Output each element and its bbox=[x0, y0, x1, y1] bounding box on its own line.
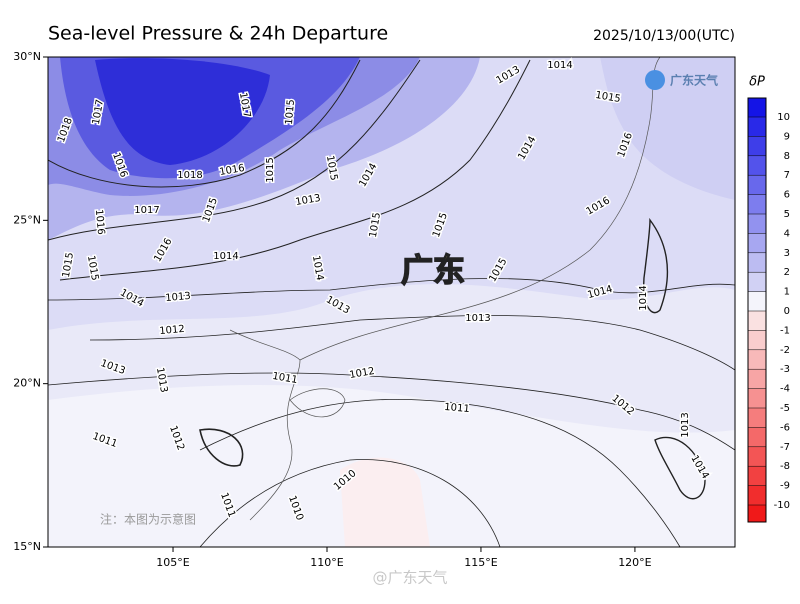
colorbar-tick-label: -8 bbox=[780, 461, 790, 472]
contours bbox=[48, 59, 735, 547]
colorbar-swatch bbox=[748, 427, 766, 447]
map-frame bbox=[47, 56, 736, 548]
contour-label: 1014 bbox=[213, 251, 238, 262]
colorbar-tick-label: 2 bbox=[784, 267, 790, 278]
colorbar-swatch bbox=[748, 155, 766, 176]
contour-label: 1014 bbox=[638, 285, 649, 310]
watermark: @广东天气 bbox=[372, 569, 447, 587]
contour-label: 1012 bbox=[159, 324, 185, 337]
colorbar-swatch bbox=[748, 233, 766, 253]
contour-label: 1013 bbox=[165, 291, 191, 304]
colorbar-swatch bbox=[748, 446, 766, 467]
contour-label: 1014 bbox=[547, 60, 572, 71]
colorbar-swatch bbox=[748, 291, 766, 311]
colorbar-tick-label: 1 bbox=[784, 287, 790, 298]
colorbar-tick-label: -7 bbox=[780, 442, 790, 453]
colorbar-tick-label: 7 bbox=[784, 170, 790, 181]
colorbar-tick-label: 3 bbox=[784, 248, 790, 259]
logo: 广东天气 bbox=[670, 73, 718, 88]
colorbar-tick-label: 6 bbox=[784, 190, 790, 201]
colorbar-swatch bbox=[748, 485, 766, 505]
colorbar-title: δP bbox=[749, 75, 765, 90]
colorbar-tick-label: -4 bbox=[780, 384, 790, 395]
note: 注：本图为示意图 bbox=[100, 512, 196, 527]
colorbar-swatch bbox=[748, 98, 766, 117]
title: Sea-level Pressure & 24h Departure bbox=[48, 23, 388, 45]
contour-label: 1017 bbox=[134, 205, 159, 216]
colorbar-tick-label: -6 bbox=[780, 422, 790, 433]
colorbar-swatch bbox=[748, 272, 766, 292]
colorbar-swatch bbox=[748, 214, 766, 234]
contour-label: 1013 bbox=[680, 412, 691, 437]
contour-label: 1011 bbox=[444, 402, 470, 415]
colorbar-tick-label: -9 bbox=[780, 481, 790, 492]
lat-tick-label: 20°N bbox=[13, 377, 41, 390]
colorbar-frame bbox=[747, 97, 767, 523]
lat-tick-label: 15°N bbox=[13, 540, 41, 553]
lon-tick-label: 120°E bbox=[618, 556, 651, 569]
colorbar-swatch bbox=[748, 408, 766, 428]
colorbar-swatch bbox=[748, 136, 766, 156]
contour-label: 1016 bbox=[93, 209, 106, 235]
colorbar-swatch bbox=[748, 505, 766, 522]
contour-label: 1015 bbox=[284, 99, 297, 125]
lon-tick-label: 110°E bbox=[310, 556, 343, 569]
contour-label: 1018 bbox=[177, 170, 202, 181]
colorbar-tick-label: 8 bbox=[784, 151, 790, 162]
colorbar-swatch bbox=[748, 388, 766, 408]
colorbar-tick-label: 4 bbox=[784, 228, 790, 239]
colorbar-tick-label: 10 bbox=[777, 112, 790, 123]
colorbar-tick-label: -5 bbox=[780, 403, 790, 414]
time: 2025/10/13/00(UTC) bbox=[593, 28, 735, 44]
contour-label: 1015 bbox=[265, 157, 276, 182]
logo-icon bbox=[645, 70, 665, 90]
colorbar-tick-label: 0 bbox=[784, 306, 790, 317]
colorbar-tick-label: -3 bbox=[780, 364, 790, 375]
colorbar-tick-label: -10 bbox=[774, 500, 790, 511]
colorbar-tick-label: -1 bbox=[780, 325, 790, 336]
colorbar-tick-label: 5 bbox=[784, 209, 790, 220]
colorbar-swatch bbox=[748, 466, 766, 486]
colorbar-swatch bbox=[748, 311, 766, 331]
colorbar-swatch bbox=[748, 117, 766, 137]
colorbar-swatch bbox=[748, 349, 766, 370]
colorbar-tick-label: 9 bbox=[784, 131, 790, 142]
colorbar-tick-label: -2 bbox=[780, 345, 790, 356]
colorbar-swatch bbox=[748, 330, 766, 350]
colorbar-swatch bbox=[748, 175, 766, 195]
lon-tick-label: 115°E bbox=[464, 556, 497, 569]
contour-label: 1013 bbox=[465, 313, 490, 324]
region-label: 广东 bbox=[401, 251, 465, 289]
map-shading bbox=[48, 57, 735, 547]
colorbar-swatch bbox=[748, 194, 766, 214]
lon-tick-label: 105°E bbox=[156, 556, 189, 569]
contour-label: 1015 bbox=[594, 90, 621, 105]
coastline bbox=[229, 57, 661, 521]
colorbar-swatch bbox=[748, 252, 766, 273]
lat-tick-label: 30°N bbox=[13, 50, 41, 63]
lat-tick-label: 25°N bbox=[13, 213, 41, 226]
colorbar-swatch bbox=[748, 369, 766, 389]
